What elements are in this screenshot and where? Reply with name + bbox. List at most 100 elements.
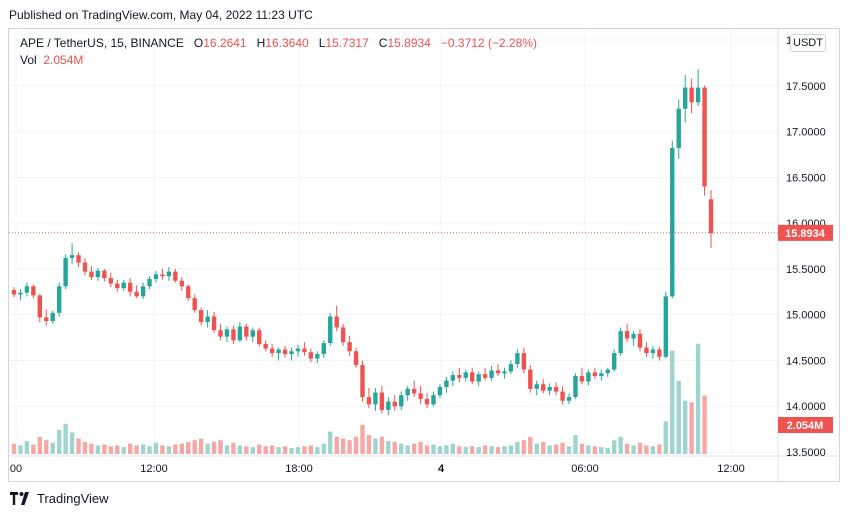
volume-bar [50, 442, 55, 454]
volume-bar [257, 444, 262, 454]
candle-body [547, 386, 552, 391]
volume-bar [231, 442, 236, 454]
candle-body [676, 108, 681, 149]
candle-body [50, 312, 55, 322]
candle-body [599, 373, 604, 377]
chart-frame[interactable] [8, 28, 840, 482]
volume-bar [605, 447, 610, 454]
volume-bar [153, 442, 159, 454]
candle-body [334, 316, 339, 328]
candle-body [470, 372, 475, 382]
candle-body [373, 392, 378, 405]
close-value: 15.8934 [387, 36, 431, 50]
high-label: H [256, 36, 266, 50]
volume-bar [437, 446, 443, 454]
footer-brand[interactable]: TradingView [10, 491, 109, 506]
volume-bar [470, 446, 475, 454]
volume-bar [560, 442, 565, 454]
candle-body [457, 375, 462, 378]
candle-body [231, 329, 236, 341]
currency-button[interactable]: USDT [790, 34, 826, 52]
volume-bar [263, 446, 268, 454]
volume-bar [599, 447, 604, 454]
volume-bar [250, 447, 255, 454]
volume-bar [186, 441, 191, 454]
volume-bar [618, 436, 623, 454]
high-value: 16.3640 [265, 36, 309, 50]
candle-body [592, 372, 598, 377]
volume-bar [353, 436, 359, 454]
candle-body [82, 262, 88, 272]
volume-bar [528, 436, 533, 454]
volume-bar [89, 443, 94, 454]
y-tick-label: 14.5000 [786, 355, 826, 367]
volume-badge-label: 2.054M [787, 420, 824, 432]
candle-body [612, 353, 617, 370]
x-tick-label: 06:00 [571, 463, 599, 475]
volume-bar [534, 443, 539, 454]
volume-bar [31, 444, 36, 454]
volume-bar [405, 445, 410, 454]
volume-bar [147, 446, 152, 454]
candle-body [224, 329, 230, 337]
candle-body [289, 351, 294, 355]
volume-bar [689, 402, 694, 454]
candle-body [521, 353, 527, 370]
volume-bar [366, 435, 372, 454]
open-value: 16.2641 [203, 36, 247, 50]
volume-bar [482, 445, 488, 454]
candle-body [134, 291, 139, 297]
candle-body [392, 401, 397, 407]
candle-body [708, 199, 714, 234]
candle-body [257, 330, 262, 344]
volume-label: Vol [20, 53, 37, 67]
candle-body [347, 342, 352, 352]
volume-bar [115, 445, 120, 454]
volume-bar [205, 443, 210, 454]
candle-body [218, 330, 223, 337]
last-price-label: 15.8934 [785, 228, 826, 240]
legend-ohlc-row: APE / TetherUS, 15, BINANCE O16.2641 H16… [20, 35, 537, 52]
volume-bar [586, 445, 591, 454]
candle-body [650, 349, 656, 354]
volume-bar [295, 447, 301, 454]
symbol-label[interactable]: APE / TetherUS, 15, BINANCE [20, 36, 184, 50]
candle-body [624, 331, 630, 339]
volume-bar [244, 446, 249, 454]
candle-body [263, 343, 268, 349]
candle-body [186, 286, 191, 299]
candle-body [121, 282, 126, 289]
candle-body [399, 395, 404, 407]
candle-body [437, 386, 443, 396]
candle-body [405, 388, 410, 396]
x-tick-label: 12:00 [140, 463, 168, 475]
volume-bar [450, 443, 456, 454]
candle-body [366, 397, 372, 405]
candle-body [147, 278, 152, 287]
volume-bar [76, 438, 81, 454]
volume-bar [424, 445, 430, 454]
candle-body [553, 386, 559, 392]
candle-body [515, 353, 520, 365]
candle-body [418, 393, 423, 399]
volume-bar [682, 400, 688, 454]
volume-bar [418, 441, 423, 454]
footer-brand-label: TradingView [37, 491, 109, 506]
volume-bar [237, 445, 243, 454]
volume-bar [328, 431, 333, 454]
volume-bar [102, 444, 107, 454]
volume-bar [11, 443, 17, 454]
volume-bar [637, 442, 643, 454]
volume-bar [308, 445, 314, 454]
candle-body [566, 397, 572, 401]
candle-body [269, 348, 275, 354]
low-value: 15.7317 [325, 36, 369, 50]
volume-bar [386, 441, 391, 454]
candle-body [250, 330, 255, 337]
volume-bar [321, 443, 326, 454]
volume-bar [18, 445, 23, 454]
candle-body [205, 316, 210, 322]
volume-bar [166, 446, 172, 454]
candle-body [579, 376, 585, 382]
